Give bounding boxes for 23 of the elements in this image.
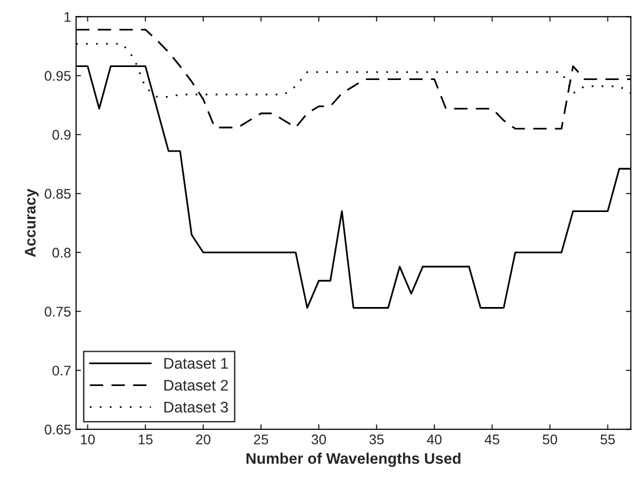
x-tick-label: 15 [138, 434, 153, 444]
y-tick-label: 0.65 [44, 424, 71, 434]
y-tick-label: 0.95 [44, 70, 71, 81]
x-tick-label: 35 [369, 434, 384, 444]
y-tick-label: 0.9 [52, 130, 71, 140]
y-tick-label: 0.85 [44, 188, 71, 199]
x-tick-label: 25 [254, 434, 268, 444]
x-tick-label: 30 [312, 434, 326, 444]
y-axis-title: Accuracy [24, 188, 39, 258]
legend-label: Dataset 3 [164, 402, 228, 413]
x-axis-title: Number of Wavelengths Used [246, 452, 460, 467]
y-tick-label: 0.75 [44, 306, 71, 317]
legend-label: Dataset 2 [164, 380, 228, 391]
y-tick-label: 0.7 [52, 366, 71, 376]
x-tick-label: 50 [542, 434, 558, 444]
y-tick-label: 1 [64, 12, 71, 22]
x-tick-label: 55 [600, 434, 615, 444]
x-tick-label: 20 [196, 434, 210, 444]
x-tick-label: 40 [426, 434, 442, 444]
legend-label: Dataset 1 [164, 358, 228, 369]
y-tick-label: 0.8 [52, 248, 71, 258]
x-tick-label: 45 [484, 434, 500, 444]
x-tick-label: 10 [80, 434, 95, 444]
